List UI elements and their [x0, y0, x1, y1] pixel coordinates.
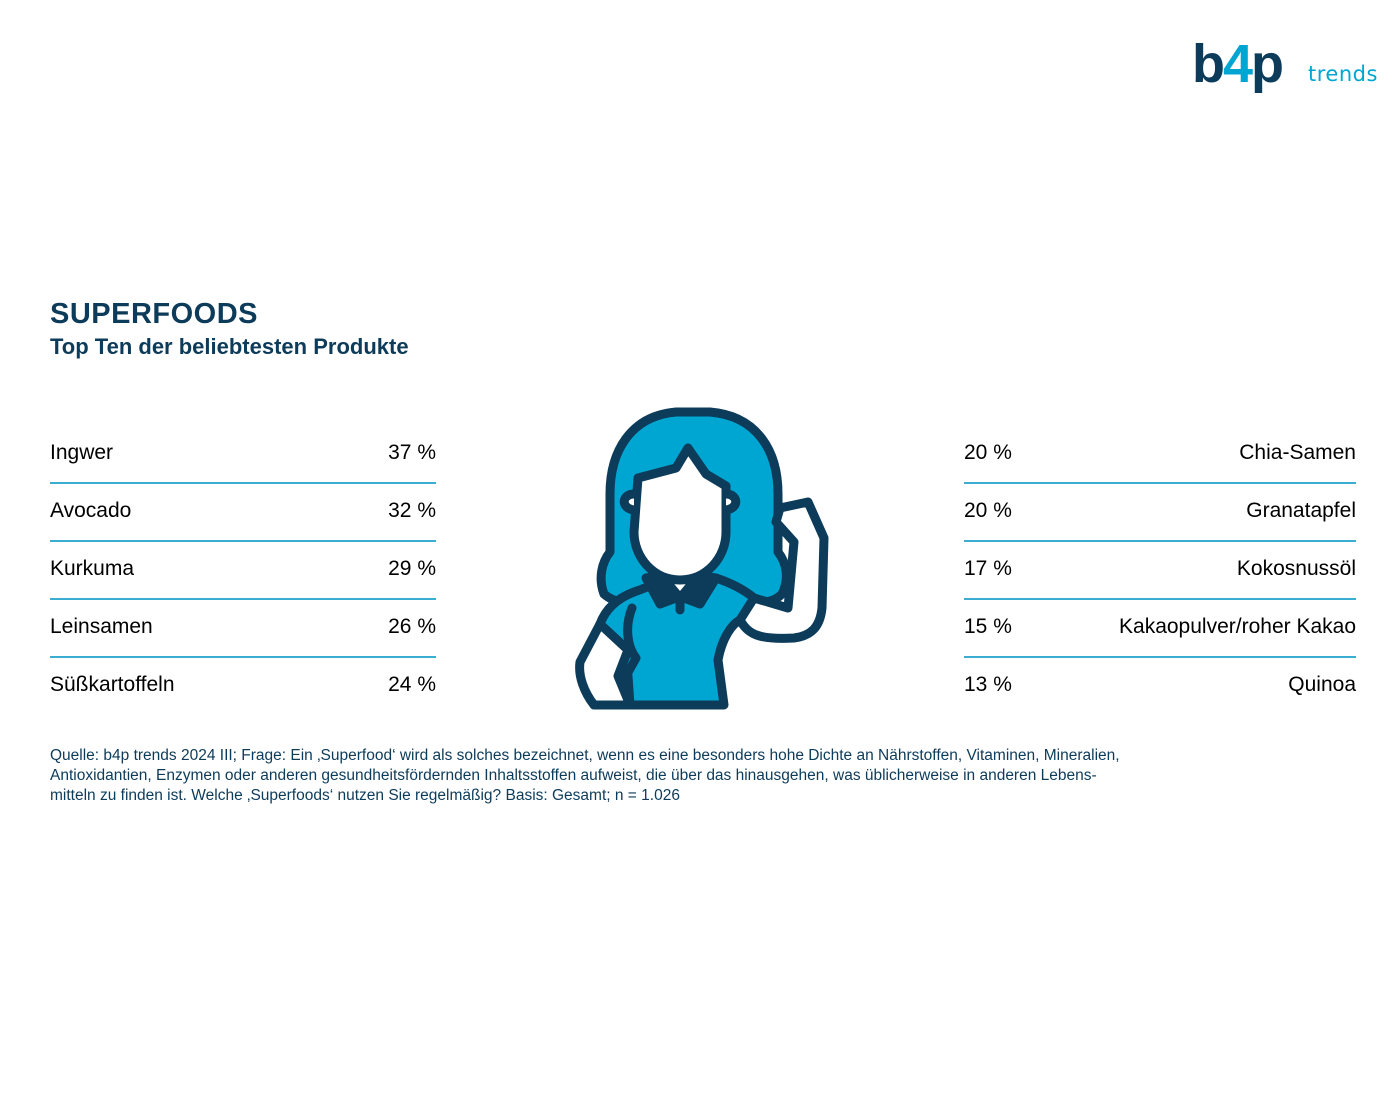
source-line-2: Antioxidantien, Enzymen oder anderen ges… [50, 767, 1097, 784]
product-share: 20 % [964, 441, 1012, 464]
product-share: 20 % [964, 499, 1012, 522]
product-share: 13 % [964, 673, 1012, 696]
woman-flexing-arm-icon [575, 407, 829, 710]
product-share: 26 % [388, 615, 436, 638]
product-share: 32 % [388, 499, 436, 522]
ranking-row: Granatapfel 20 % [964, 484, 1356, 542]
row-divider [50, 598, 436, 600]
ranking-row: Leinsamen 26 % [50, 600, 436, 658]
product-name: Süßkartoffeln [50, 673, 175, 696]
product-name: Ingwer [50, 441, 114, 464]
chart-subtitle: Top Ten der beliebtesten Produkte [50, 334, 409, 359]
ranking-row: Kokosnussöl 17 % [964, 542, 1356, 600]
row-divider [964, 656, 1356, 658]
row-divider [50, 482, 436, 484]
product-share: 17 % [964, 557, 1012, 580]
b4p-trends-logo: b4p trends [1192, 34, 1377, 96]
product-name: Granatapfel [1246, 499, 1356, 522]
ranking-row: Süßkartoffeln 24 % [50, 658, 436, 716]
left-arm-shape [575, 619, 635, 710]
product-share: 24 % [388, 673, 436, 696]
face-shape [629, 443, 731, 585]
product-name: Kurkuma [50, 557, 135, 580]
logo-wordmark: b4p [1192, 34, 1284, 94]
product-name: Avocado [50, 499, 132, 522]
right-ranking-column: Chia-Samen 20 % Granatapfel 20 % Kokosnussöl… [964, 426, 1356, 716]
left-ranking-column: Ingwer 37 % Avocado 32 % Kurkuma 29 % Leinsame… [50, 426, 436, 716]
source-line-3: mitteln zu finden ist. Welche ‚Superfood… [50, 787, 680, 804]
logo-letter-4: 4 [1223, 34, 1253, 94]
raised-arm-shape [735, 497, 829, 643]
ranking-row: Quinoa 13 % [964, 658, 1356, 716]
chart-title: SUPERFOODS [50, 298, 259, 330]
product-name: Chia-Samen [1239, 441, 1356, 464]
ranking-row: Avocado 32 % [50, 484, 436, 542]
product-share: 15 % [964, 615, 1012, 638]
logo-suffix: trends [1308, 62, 1378, 86]
source-line-1: Quelle: b4p trends 2024 III; Frage: Ein … [50, 747, 1120, 764]
product-name: Leinsamen [50, 615, 153, 638]
ranking-row: Kurkuma 29 % [50, 542, 436, 600]
logo-letter-b: b [1192, 34, 1225, 94]
product-share: 29 % [388, 557, 436, 580]
row-divider [50, 656, 436, 658]
row-divider [964, 482, 1356, 484]
product-share: 37 % [388, 441, 436, 464]
logo-letter-p: p [1251, 34, 1284, 94]
row-divider [964, 540, 1356, 542]
ranking-row: Ingwer 37 % [50, 426, 436, 484]
row-divider [50, 540, 436, 542]
row-divider [964, 598, 1356, 600]
product-name: Kakaopulver/roher Kakao [1119, 615, 1356, 638]
product-name: Quinoa [1288, 673, 1356, 696]
ranking-row: Kakaopulver/roher Kakao 15 % [964, 600, 1356, 658]
source-note: Quelle: b4p trends 2024 III; Frage: Ein … [50, 746, 1356, 806]
product-name: Kokosnussöl [1236, 557, 1356, 580]
ranking-row: Chia-Samen 20 % [964, 426, 1356, 484]
